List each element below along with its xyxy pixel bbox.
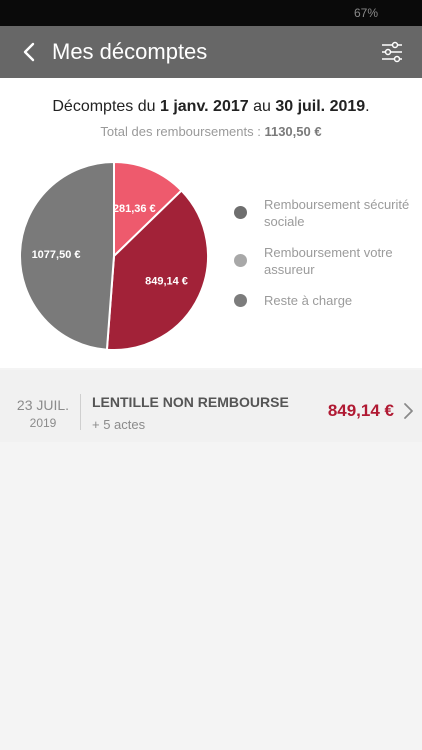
filter-button[interactable] — [378, 38, 406, 66]
pie-slice — [105, 189, 209, 351]
pie-chart: 281,36 € 849,14 € 1077,50 € — [19, 160, 209, 351]
legend-item: Remboursement votre assureur — [232, 244, 412, 278]
pie-slice-label: 849,14 € — [145, 276, 188, 288]
period-end: 30 juil. 2019 — [275, 98, 366, 115]
status-bar: 67% — [0, 0, 422, 26]
legend-item: Remboursement sécurité sociale — [232, 196, 412, 230]
chevron-left-icon — [23, 42, 35, 62]
total-value: 1130,50 € — [264, 124, 322, 139]
pie-slice — [19, 160, 115, 351]
list-item[interactable]: 23 JUIL. 2019 LENTILLE NON REMBOURSE + 5… — [0, 370, 422, 442]
divider — [80, 394, 81, 430]
chevron-right-icon — [404, 403, 413, 419]
page-title: Mes décomptes — [52, 39, 208, 64]
item-subtitle: + 5 actes — [92, 417, 146, 432]
period-start: 1 janv. 2017 — [159, 98, 249, 115]
pie-slice — [113, 160, 183, 259]
legend-dot — [234, 294, 247, 307]
item-label: LENTILLE NON REMBOURSE — [92, 394, 289, 410]
sliders-icon — [382, 41, 402, 63]
item-amount: 849,14 € — [327, 401, 394, 420]
back-button[interactable] — [16, 38, 44, 66]
legend-label: Remboursement votre assureur — [264, 245, 393, 277]
legend-item: Reste à charge — [232, 292, 412, 309]
item-date-day: 23 JUIL. — [16, 397, 70, 413]
empty-area — [0, 442, 422, 750]
pie-slice-label: 1077,50 € — [32, 249, 81, 261]
battery-level: 67% — [353, 6, 378, 20]
chart-legend: Remboursement sécurité sociale Remboursem… — [232, 196, 412, 323]
legend-dot — [234, 254, 247, 267]
item-date-year: 2019 — [29, 416, 57, 430]
app-header: Mes décomptes — [0, 26, 422, 78]
period-text: Décomptes du 1 janv. 2017 au 30 juil. 20… — [52, 98, 370, 115]
legend-dot — [234, 206, 247, 219]
legend-label: Remboursement sécurité sociale — [264, 197, 410, 229]
pie-slice-label: 281,36 € — [113, 203, 156, 215]
summary-card: Décomptes du 1 janv. 2017 au 30 juil. 20… — [0, 78, 422, 368]
legend-label: Reste à charge — [264, 293, 353, 308]
total-reimbursements: Total des remboursements : 1130,50 € — [100, 124, 322, 139]
